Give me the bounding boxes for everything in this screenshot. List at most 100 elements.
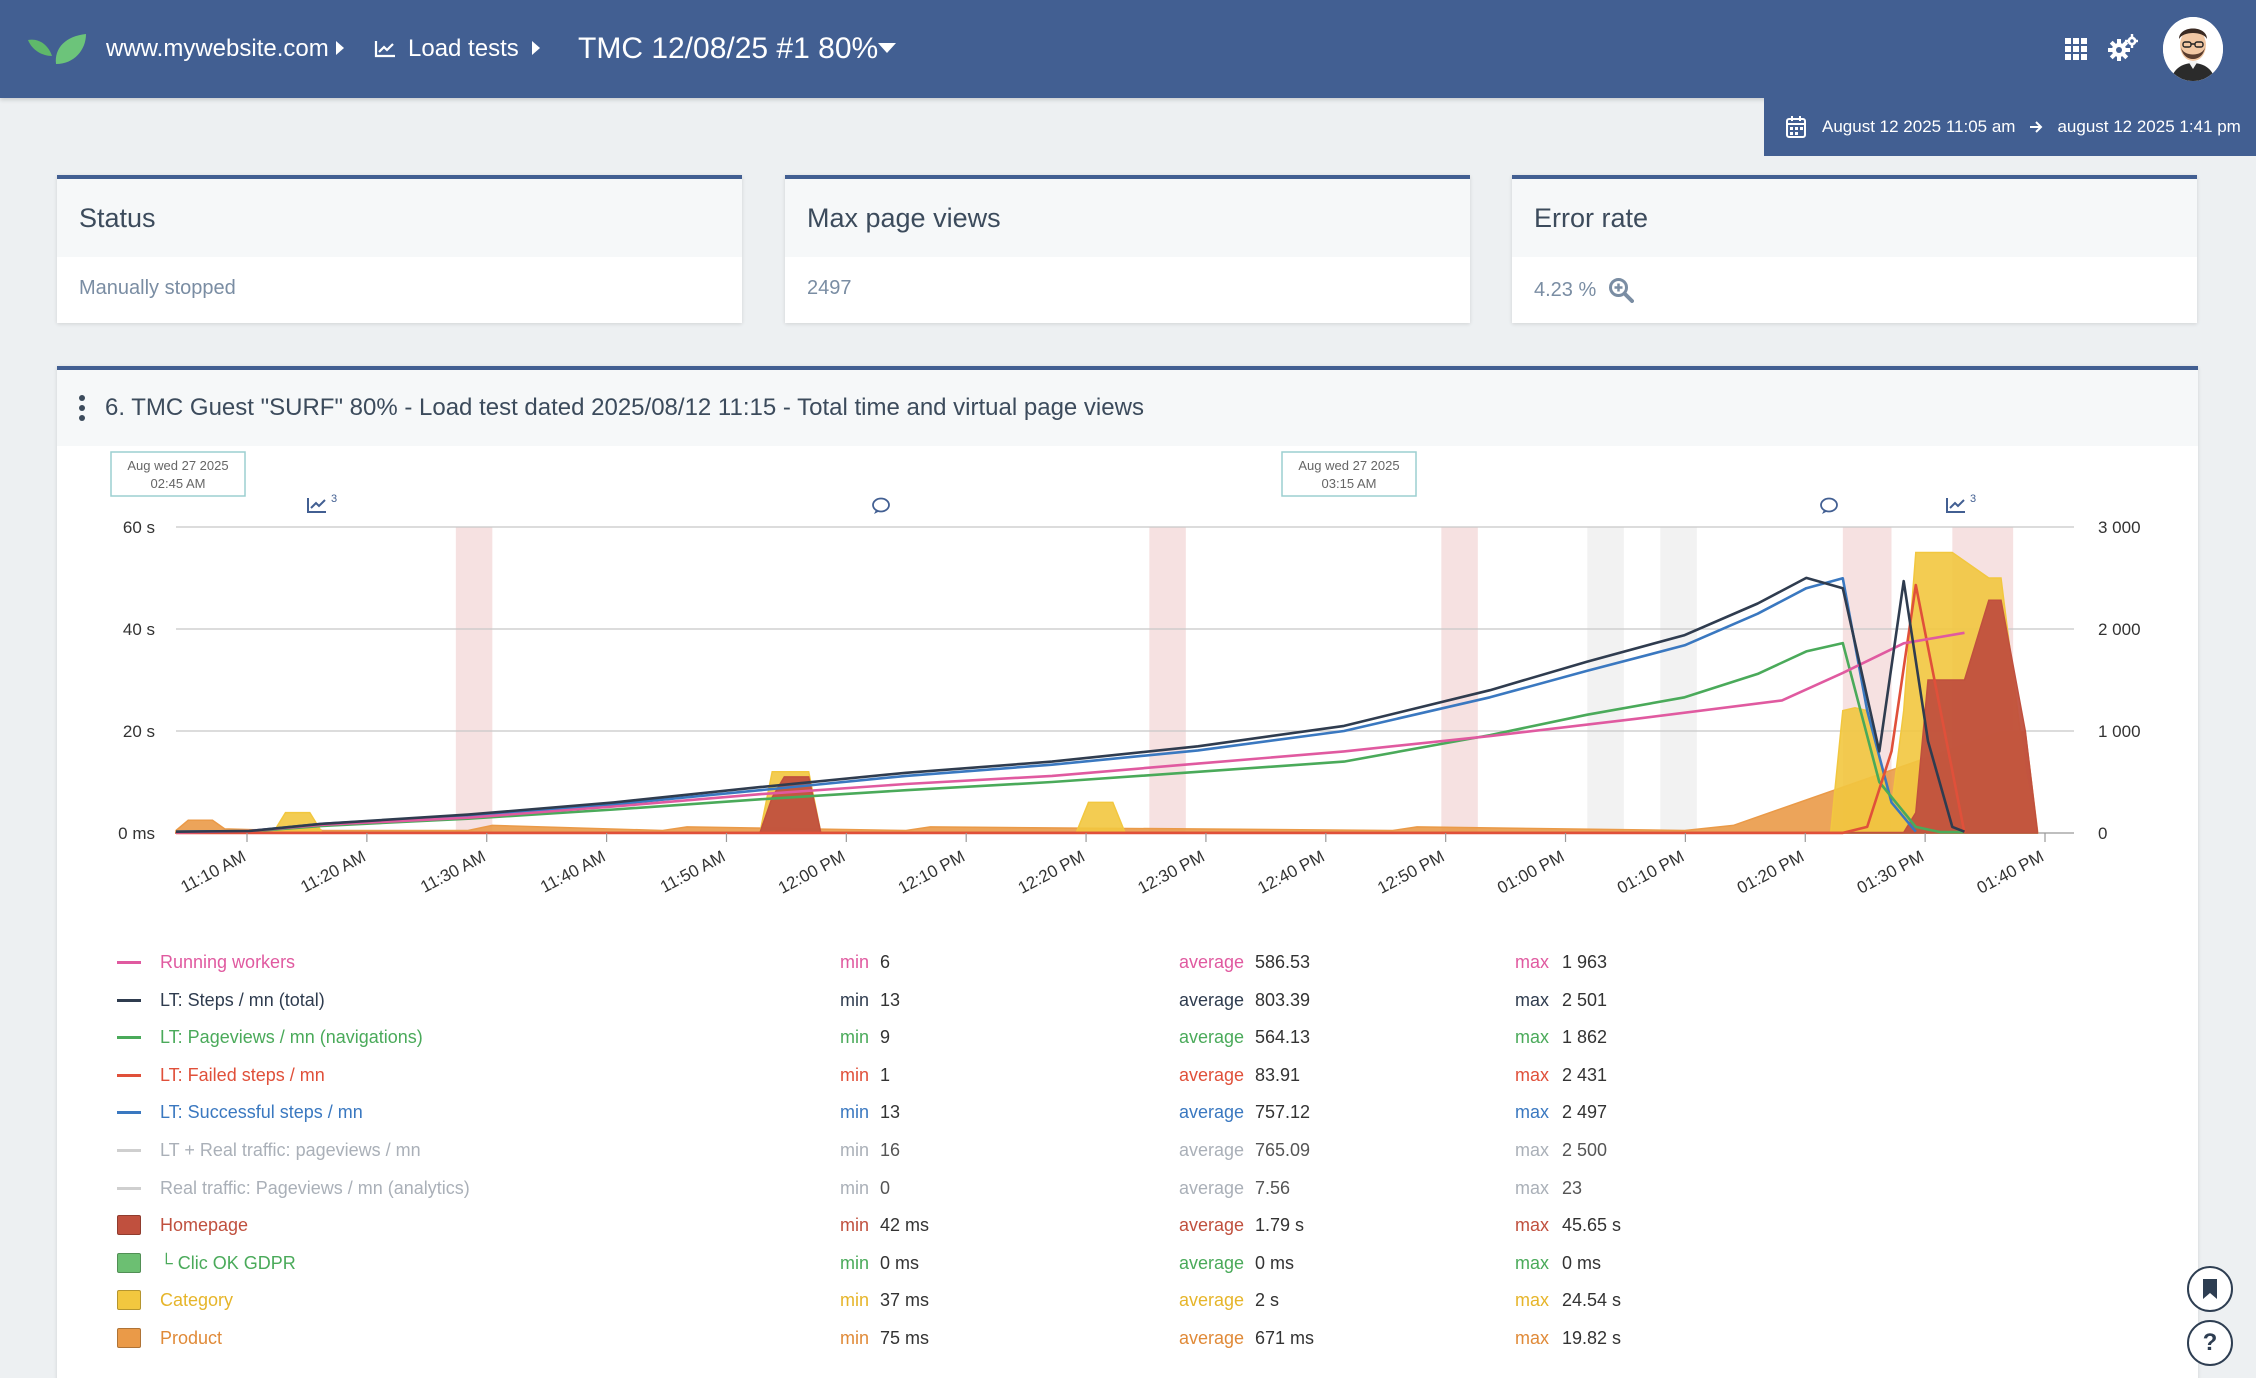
legend-row[interactable]: Real traffic: Pageviews / mn (analytics)… bbox=[57, 1175, 1657, 1201]
x-tick-label: 01:20 PM bbox=[1734, 847, 1807, 898]
status-card: Status Manually stopped bbox=[57, 175, 742, 323]
bookmark-icon bbox=[2203, 1279, 2217, 1299]
legend-row[interactable]: Running workers min 6 average 586.53 max 1 963 bbox=[57, 949, 1657, 975]
legend-row[interactable]: Category min 37 ms average 2 s max 24.54 s bbox=[57, 1287, 1657, 1313]
x-tick-label: 11:20 AM bbox=[298, 847, 369, 897]
settings-gears-icon[interactable] bbox=[2108, 34, 2138, 62]
y-left-tick-label: 20 s bbox=[123, 722, 155, 741]
comment-tail bbox=[1822, 510, 1828, 514]
load-test-chart[interactable]: 0 ms 0 20 s 1 000 40 s 2 000 60 s 3 000 11:10 AM… bbox=[0, 0, 2256, 920]
date-range-selector[interactable]: August 12 2025 11:05 am august 12 2025 1… bbox=[1764, 98, 2256, 156]
legend-line-swatch bbox=[117, 1073, 141, 1077]
legend-max-value: 1 963 bbox=[1562, 952, 1608, 972]
zoom-in-icon[interactable] bbox=[1608, 277, 1635, 303]
user-avatar[interactable] bbox=[2163, 17, 2223, 81]
y-right-tick-label: 1 000 bbox=[2098, 722, 2141, 741]
status-card-title: Status bbox=[57, 179, 742, 257]
error-band bbox=[1149, 527, 1186, 833]
chart-marker-icon[interactable] bbox=[307, 498, 326, 513]
legend-label: LT: Steps / mn (total) bbox=[160, 989, 325, 1010]
legend-average-value: 803.39 bbox=[1255, 989, 1311, 1010]
legend-row[interactable]: LT: Successful steps / mn min 13 average 757… bbox=[57, 1099, 1657, 1125]
legend-average-value: 2 s bbox=[1255, 1290, 1280, 1311]
legend-min-value: 75 ms bbox=[880, 1328, 930, 1348]
legend-row[interactable]: Product min 75 ms average 671 ms max 19.82 s bbox=[57, 1325, 1657, 1351]
x-tick-label: 01:00 PM bbox=[1494, 847, 1567, 898]
legend-row[interactable]: LT: Pageviews / mn (navigations) min 9 aver… bbox=[57, 1024, 1657, 1050]
date-range-start: August 12 2025 11:05 am bbox=[1822, 117, 2016, 136]
error-rate-card-title: Error rate bbox=[1512, 179, 2197, 257]
annotation-date: Aug wed 27 2025 bbox=[127, 458, 228, 473]
x-tick-label: 01:30 PM bbox=[1854, 847, 1927, 898]
legend-average-label: average bbox=[1179, 1177, 1245, 1198]
panel-menu-icon[interactable] bbox=[79, 395, 85, 421]
legend-min-value: 1 bbox=[880, 1064, 891, 1085]
legend-row[interactable]: LT + Real traffic: pageviews / mn min 16 av… bbox=[57, 1137, 1657, 1163]
legend-max-value: 2 500 bbox=[1562, 1140, 1608, 1160]
annotation-box[interactable]: Aug wed 27 2025 03:15 AM bbox=[1281, 451, 1417, 497]
legend-average-value: 0 ms bbox=[1255, 1252, 1295, 1273]
y-right-tick-label: 0 bbox=[2098, 824, 2107, 843]
legend-max-label: max bbox=[1515, 1027, 1550, 1048]
legend-row[interactable]: Homepage min 42 ms average 1.79 s max 45.65 s bbox=[57, 1212, 1657, 1238]
legend-min-label: min bbox=[840, 989, 870, 1010]
legend-min-label: min bbox=[840, 1102, 870, 1123]
legend-min-value: 0 bbox=[880, 1177, 891, 1198]
breadcrumb-site[interactable]: www.mywebsite.com bbox=[106, 35, 329, 62]
leaf-logo-icon[interactable] bbox=[26, 30, 88, 70]
annotation-frame bbox=[1281, 451, 1417, 497]
annotation-time: 02:45 AM bbox=[151, 476, 206, 491]
legend-row[interactable]: LT: Steps / mn (total) min 13 average 803.39… bbox=[57, 987, 1657, 1013]
comment-icon[interactable] bbox=[1820, 497, 1838, 515]
marker-line bbox=[1949, 499, 1965, 509]
comment-bubble bbox=[872, 497, 890, 513]
y-right-tick-label: 3 000 bbox=[2098, 518, 2141, 537]
calendar-icon bbox=[1786, 116, 1806, 138]
help-button[interactable]: ? bbox=[2187, 1320, 2233, 1366]
test-title[interactable]: TMC 12/08/25 #1 80% bbox=[578, 32, 879, 65]
legend-average-value: 586.53 bbox=[1255, 952, 1311, 972]
max-page-views-card-value: 2497 bbox=[807, 277, 852, 299]
apps-grid-icon[interactable] bbox=[2065, 38, 2087, 60]
legend-average-label: average bbox=[1179, 1140, 1245, 1160]
legend-average-value: 765.09 bbox=[1255, 1140, 1311, 1160]
series-line-lt-pageviews-mn-navigations- bbox=[175, 641, 1965, 834]
legend-max-value: 23 bbox=[1562, 1177, 1583, 1198]
legend-max-value: 2 497 bbox=[1562, 1102, 1608, 1123]
legend-label: Category bbox=[160, 1290, 234, 1311]
x-tick-label: 12:30 PM bbox=[1135, 847, 1208, 898]
x-tick-label: 11:30 AM bbox=[417, 847, 488, 897]
legend-label: └ Clic OK GDPR bbox=[160, 1252, 296, 1273]
bookmark-button[interactable] bbox=[2187, 1266, 2233, 1312]
x-tick-label: 11:10 AM bbox=[178, 847, 249, 897]
top-navigation-bar: www.mywebsite.com Load tests TMC 12/08/2… bbox=[0, 0, 2256, 98]
legend-color-swatch bbox=[117, 1252, 141, 1273]
series-line-running-workers bbox=[175, 631, 1965, 834]
legend-average-value: 757.12 bbox=[1255, 1102, 1311, 1123]
marker-count: 3 bbox=[331, 493, 337, 505]
legend-color-swatch bbox=[117, 1328, 141, 1348]
legend-row[interactable]: └ Clic OK GDPR min 0 ms average 0 ms max 0 ms bbox=[57, 1250, 1657, 1276]
legend-row[interactable]: LT: Failed steps / mn min 1 average 83.91 max… bbox=[57, 1062, 1657, 1088]
caret-down-icon[interactable] bbox=[878, 43, 896, 53]
comment-icon[interactable] bbox=[872, 497, 890, 515]
breadcrumb-load-tests[interactable]: Load tests bbox=[374, 0, 519, 98]
legend-min-value: 9 bbox=[880, 1027, 891, 1048]
x-tick-label: 11:50 AM bbox=[657, 847, 728, 897]
legend-max-label: max bbox=[1515, 1177, 1550, 1198]
legend-min-value: 13 bbox=[880, 989, 901, 1010]
legend-max-value: 45.65 s bbox=[1562, 1215, 1622, 1236]
legend-min-label: min bbox=[840, 952, 870, 972]
x-tick-label: 11:40 AM bbox=[537, 847, 608, 897]
x-tick-label: 12:50 PM bbox=[1374, 847, 1447, 898]
error-band bbox=[1441, 527, 1478, 833]
x-tick-label: 12:40 PM bbox=[1255, 847, 1328, 898]
annotation-box[interactable]: Aug wed 27 2025 02:45 AM bbox=[110, 451, 246, 497]
error-band bbox=[455, 527, 493, 833]
chart-panel-header: 6. TMC Guest "SURF" 80% - Load test date… bbox=[57, 370, 2198, 446]
chart-marker-icon[interactable] bbox=[1946, 498, 1965, 513]
annotation-date: Aug wed 27 2025 bbox=[1298, 458, 1399, 473]
legend-min-value: 42 ms bbox=[880, 1215, 930, 1236]
legend-line-swatch bbox=[117, 961, 141, 964]
breadcrumb-chevron-icon bbox=[336, 41, 344, 55]
